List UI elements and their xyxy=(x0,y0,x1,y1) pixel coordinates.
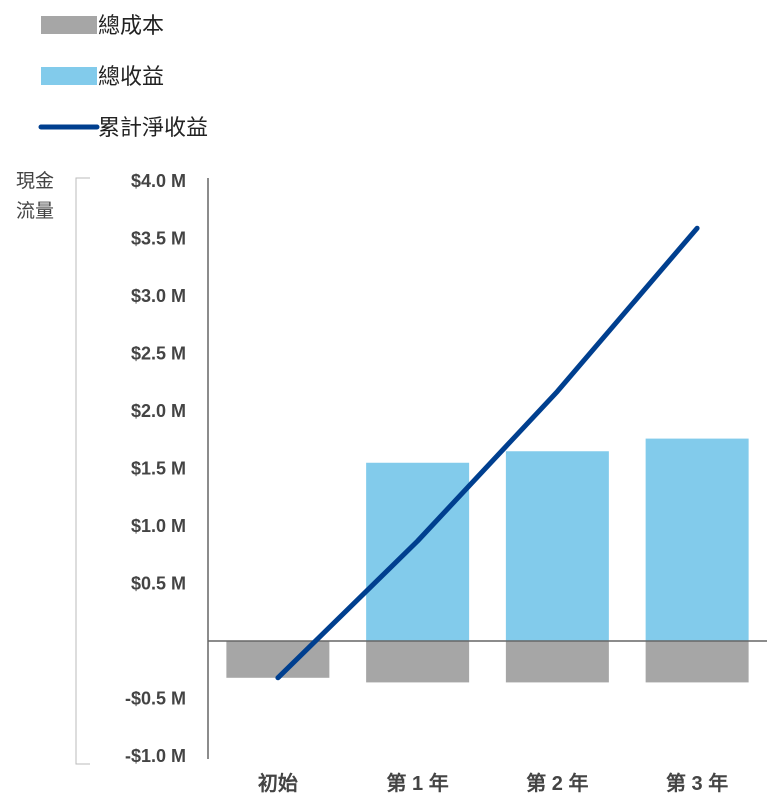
bar-0-3 xyxy=(645,641,749,683)
y-axis-label-line-1: 現金 xyxy=(16,170,54,192)
y-tick-label-5: $1.5 M xyxy=(131,459,186,479)
x-tick-labels: 初始 第 1 年 第 2 年 第 3 年 xyxy=(258,771,728,795)
y-tick-label-6: $1.0 M xyxy=(131,516,186,536)
y-tick-label-7: $0.5 M xyxy=(131,574,186,594)
y-tick-label-1: $3.5 M xyxy=(131,229,186,249)
x-tick-label-1: 第 1 年 xyxy=(387,771,449,795)
legend-swatch-0 xyxy=(41,16,97,34)
y-tick-label-0: $4.0 M xyxy=(131,171,186,191)
x-tick-label-0: 初始 xyxy=(258,771,298,795)
bar-1-1 xyxy=(366,462,470,641)
y-tick-label-4: $2.0 M xyxy=(131,401,186,421)
y-tick-labels: $4.0 M $3.5 M $3.0 M $2.5 M $2.0 M $1.5 M $1.0… xyxy=(125,171,186,766)
legend-swatch-1 xyxy=(41,67,97,85)
cumulative-net-benefit-line xyxy=(275,225,700,681)
bar-1-3 xyxy=(645,438,749,641)
y-axis-label-line-2: 流量 xyxy=(16,200,54,222)
bars xyxy=(226,438,749,683)
x-tick-label-2: 第 2 年 xyxy=(526,771,588,795)
y-tick-label-8: -$0.5 M xyxy=(125,689,186,709)
y-axis-label-bracket xyxy=(75,177,90,765)
y-tick-label-3: $2.5 M xyxy=(131,344,186,364)
y-tick-label-2: $3.0 M xyxy=(131,286,186,306)
bar-0-2 xyxy=(505,641,609,683)
legend-label-1: 總收益 xyxy=(98,64,164,89)
legend-label-0: 總成本 xyxy=(98,13,164,38)
bar-0-1 xyxy=(366,641,470,683)
x-tick-label-3: 第 3 年 xyxy=(666,771,728,795)
y-tick-label-9: -$1.0 M xyxy=(125,746,186,766)
legend-label-2: 累計淨收益 xyxy=(98,115,208,140)
bar-1-2 xyxy=(505,451,609,641)
bar-0-0 xyxy=(226,641,330,678)
